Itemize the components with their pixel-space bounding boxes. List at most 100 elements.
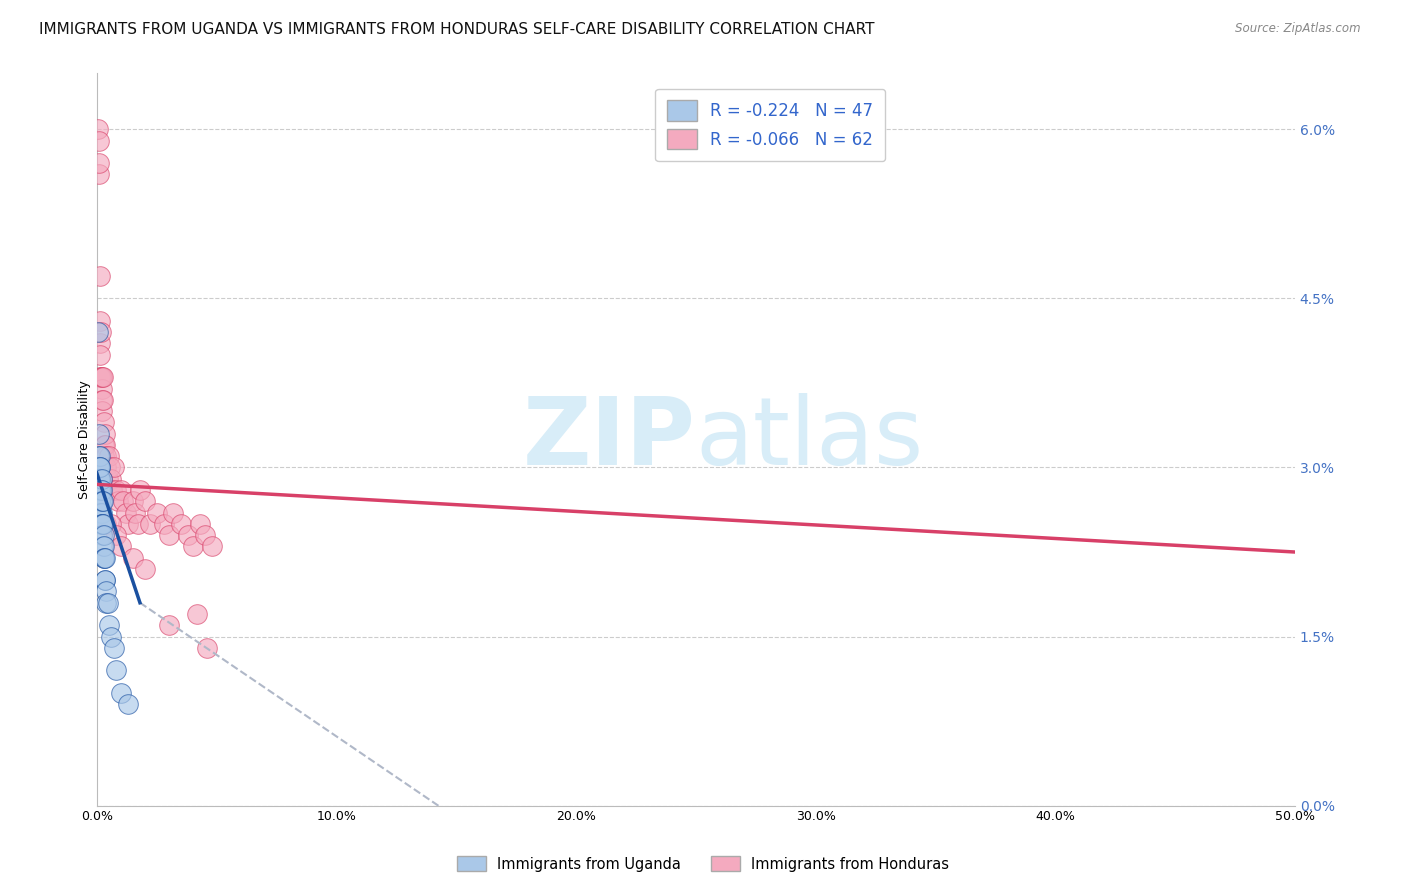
Point [87, 325, 110, 339]
Point [89, 134, 111, 148]
Point [90, 382, 112, 396]
Point [87, 122, 110, 136]
Point [101, 483, 124, 497]
Point [104, 483, 127, 497]
Point [96, 516, 118, 531]
Point [89, 483, 111, 497]
Point [188, 516, 211, 531]
Point [100, 516, 122, 531]
Point [90, 516, 112, 531]
Point [181, 540, 204, 554]
Point [89, 314, 111, 328]
Point [89, 460, 111, 475]
Point [91, 528, 114, 542]
Point [89, 156, 111, 170]
Point [90, 472, 112, 486]
Point [90, 325, 112, 339]
Text: ZIP: ZIP [523, 393, 696, 485]
Point [89, 348, 111, 362]
Point [91, 540, 114, 554]
Point [94, 449, 117, 463]
Point [96, 596, 118, 610]
Point [121, 550, 143, 565]
Point [98, 460, 121, 475]
Point [89, 494, 111, 508]
Point [93, 528, 115, 542]
Point [112, 494, 135, 508]
Point [91, 516, 114, 531]
Point [90, 506, 112, 520]
Point [145, 506, 167, 520]
Point [110, 483, 132, 497]
Legend: Immigrants from Uganda, Immigrants from Honduras: Immigrants from Uganda, Immigrants from … [451, 850, 955, 878]
Point [91, 494, 114, 508]
Point [110, 686, 132, 700]
Point [94, 438, 117, 452]
Point [107, 494, 129, 508]
Point [138, 516, 160, 531]
Point [89, 472, 111, 486]
Point [89, 460, 111, 475]
Point [89, 483, 111, 497]
Point [114, 506, 136, 520]
Point [104, 664, 127, 678]
Point [87, 426, 110, 441]
Point [89, 472, 111, 486]
Point [87, 449, 110, 463]
Point [89, 268, 111, 283]
Point [93, 416, 115, 430]
Point [129, 483, 152, 497]
Point [157, 618, 180, 632]
Point [90, 472, 112, 486]
Text: IMMIGRANTS FROM UGANDA VS IMMIGRANTS FROM HONDURAS SELF-CARE DISABILITY CORRELAT: IMMIGRANTS FROM UGANDA VS IMMIGRANTS FRO… [39, 22, 875, 37]
Text: Source: ZipAtlas.com: Source: ZipAtlas.com [1236, 22, 1361, 36]
Point [90, 516, 112, 531]
Point [91, 370, 114, 384]
Point [186, 607, 208, 621]
Point [124, 506, 146, 520]
Point [89, 370, 111, 384]
Point [134, 562, 156, 576]
Y-axis label: Self-Care Disability: Self-Care Disability [79, 380, 91, 499]
Point [100, 630, 122, 644]
Point [117, 516, 139, 531]
Point [89, 449, 111, 463]
Point [97, 449, 120, 463]
Point [93, 426, 115, 441]
Point [89, 460, 111, 475]
Point [90, 506, 112, 520]
Point [89, 483, 111, 497]
Point [93, 449, 115, 463]
Point [89, 506, 111, 520]
Point [96, 584, 118, 599]
Point [90, 483, 112, 497]
Point [97, 596, 120, 610]
Point [90, 483, 112, 497]
Point [110, 540, 132, 554]
Point [153, 516, 176, 531]
Text: atlas: atlas [696, 393, 924, 485]
Point [103, 460, 125, 475]
Point [177, 528, 200, 542]
Point [100, 472, 122, 486]
Point [89, 472, 111, 486]
Point [90, 392, 112, 407]
Point [117, 697, 139, 711]
Point [157, 528, 180, 542]
Point [93, 573, 115, 587]
Point [121, 494, 143, 508]
Point [103, 640, 125, 655]
Point [127, 516, 149, 531]
Point [93, 438, 115, 452]
Point [89, 460, 111, 475]
Point [194, 528, 217, 542]
Point [195, 640, 218, 655]
Point [104, 528, 127, 542]
Point [93, 540, 115, 554]
Point [162, 506, 184, 520]
Point [170, 516, 193, 531]
Legend: R = -0.224   N = 47, R = -0.066   N = 62: R = -0.224 N = 47, R = -0.066 N = 62 [655, 88, 886, 161]
Point [96, 460, 118, 475]
Point [91, 404, 114, 418]
Point [91, 516, 114, 531]
